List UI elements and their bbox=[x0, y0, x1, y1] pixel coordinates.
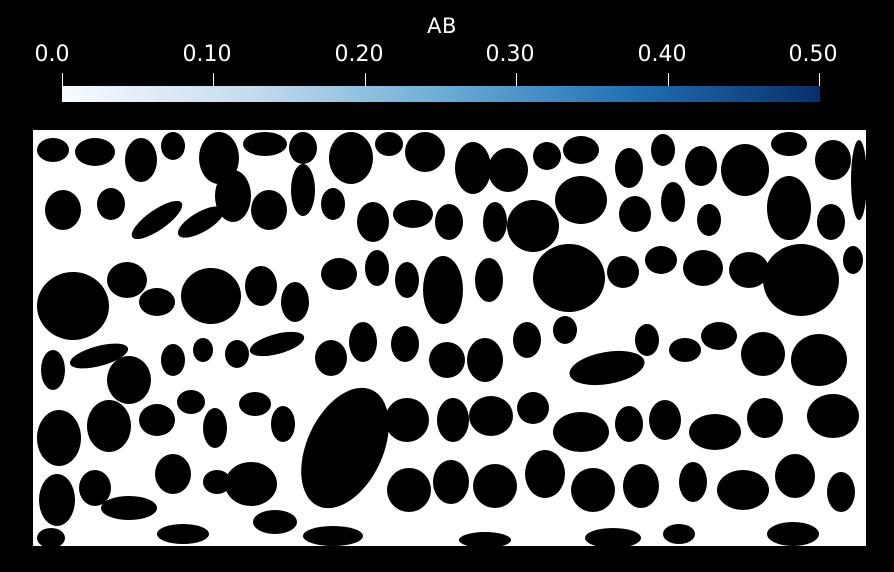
tick-mark-2 bbox=[365, 73, 366, 86]
tick-label-1: 0.10 bbox=[182, 42, 232, 67]
tick-mark-1 bbox=[213, 73, 214, 86]
tick-label-5: 0.50 bbox=[788, 42, 838, 67]
tick-mark-3 bbox=[516, 73, 517, 86]
tick-mark-4 bbox=[668, 73, 669, 86]
grain-blobs bbox=[37, 132, 866, 546]
tick-label-0: 0.0 bbox=[34, 42, 70, 67]
tick-label-4: 0.40 bbox=[637, 42, 687, 67]
tick-label-2: 0.20 bbox=[334, 42, 384, 67]
tick-label-3: 0.30 bbox=[485, 42, 535, 67]
colorbar-gradient bbox=[62, 86, 820, 102]
colorbar-title: AB bbox=[427, 14, 457, 38]
tick-mark-5 bbox=[819, 73, 820, 86]
segmented-field-viewport[interactable] bbox=[33, 130, 866, 546]
tick-mark-0 bbox=[62, 73, 63, 86]
